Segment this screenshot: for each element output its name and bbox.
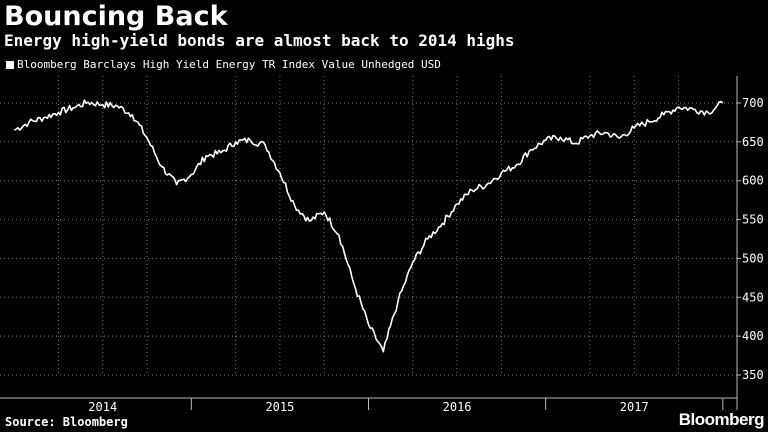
x-tick-label-2014: 2014 [88,400,117,414]
legend: Bloomberg Barclays High Yield Energy TR … [6,58,441,72]
series-layer [13,99,724,353]
grid [0,76,737,376]
bloomberg-logo: Bloomberg [678,410,765,429]
y-tick-label-400: 400 [742,329,764,343]
y-tick-label-450: 450 [742,290,764,304]
y-tick-label-350: 350 [742,368,764,382]
y-tick-label-700: 700 [742,96,764,110]
y-tick-label-500: 500 [742,251,764,265]
legend-swatch [6,61,14,69]
y-tick-label-650: 650 [742,135,764,149]
y-tick-label-600: 600 [742,174,764,188]
x-tick-label-2016: 2016 [443,400,472,414]
tick-labels: 350 400 450 500 550 600 650 700 2014 2015 2016 2017 [88,96,763,414]
legend-label: Bloomberg Barclays High Yield Energy TR … [17,58,441,71]
x-tick-label-2017: 2017 [620,400,649,414]
series-line [13,99,724,353]
x-tick-label-2015: 2015 [265,400,294,414]
source-note: Source: Bloomberg [5,415,128,429]
axes [0,76,741,410]
chart-subtitle: Energy high-yield bonds are almost back … [4,31,515,50]
chart-title: Bouncing Back [4,1,228,32]
y-tick-label-550: 550 [742,213,764,227]
